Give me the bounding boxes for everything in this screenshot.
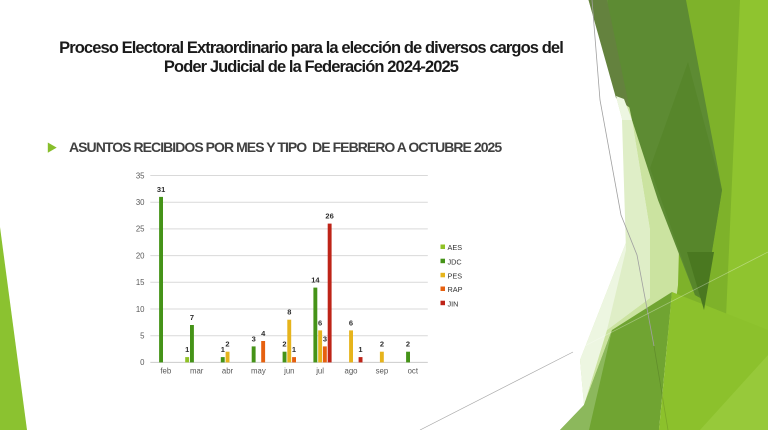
svg-text:0: 0 — [140, 358, 145, 367]
svg-text:1: 1 — [221, 345, 225, 354]
svg-text:15: 15 — [136, 278, 145, 287]
svg-text:oct: oct — [408, 367, 419, 376]
svg-text:ago: ago — [344, 367, 358, 376]
svg-text:1: 1 — [185, 345, 189, 354]
svg-text:jul: jul — [315, 367, 324, 376]
svg-text:10: 10 — [136, 305, 145, 314]
svg-text:14: 14 — [311, 276, 320, 285]
svg-text:abr: abr — [222, 367, 234, 376]
svg-text:JIN: JIN — [448, 299, 459, 308]
svg-text:30: 30 — [136, 198, 145, 207]
svg-text:2: 2 — [282, 340, 286, 349]
svg-text:31: 31 — [157, 185, 165, 194]
svg-text:2: 2 — [225, 340, 229, 349]
svg-text:1: 1 — [292, 345, 296, 354]
svg-text:4: 4 — [261, 329, 266, 338]
svg-text:may: may — [251, 367, 266, 376]
svg-text:feb: feb — [160, 367, 172, 376]
svg-text:3: 3 — [252, 334, 256, 343]
svg-text:26: 26 — [325, 212, 333, 221]
svg-text:PES: PES — [448, 272, 463, 281]
svg-text:6: 6 — [349, 318, 353, 327]
svg-text:AES: AES — [448, 243, 463, 252]
svg-text:35: 35 — [136, 171, 145, 180]
svg-text:RAP: RAP — [448, 285, 463, 294]
svg-text:2: 2 — [380, 340, 384, 349]
svg-text:3: 3 — [323, 334, 327, 343]
svg-text:2: 2 — [406, 340, 410, 349]
svg-text:1: 1 — [358, 345, 362, 354]
svg-text:sep: sep — [376, 367, 389, 376]
svg-text:20: 20 — [136, 251, 145, 260]
svg-text:8: 8 — [287, 308, 291, 317]
svg-text:mar: mar — [190, 367, 204, 376]
svg-text:jun: jun — [283, 367, 294, 376]
svg-text:7: 7 — [190, 313, 194, 322]
svg-text:25: 25 — [136, 225, 145, 234]
svg-text:6: 6 — [318, 318, 322, 327]
svg-text:JDC: JDC — [448, 257, 462, 266]
svg-text:5: 5 — [140, 332, 145, 341]
